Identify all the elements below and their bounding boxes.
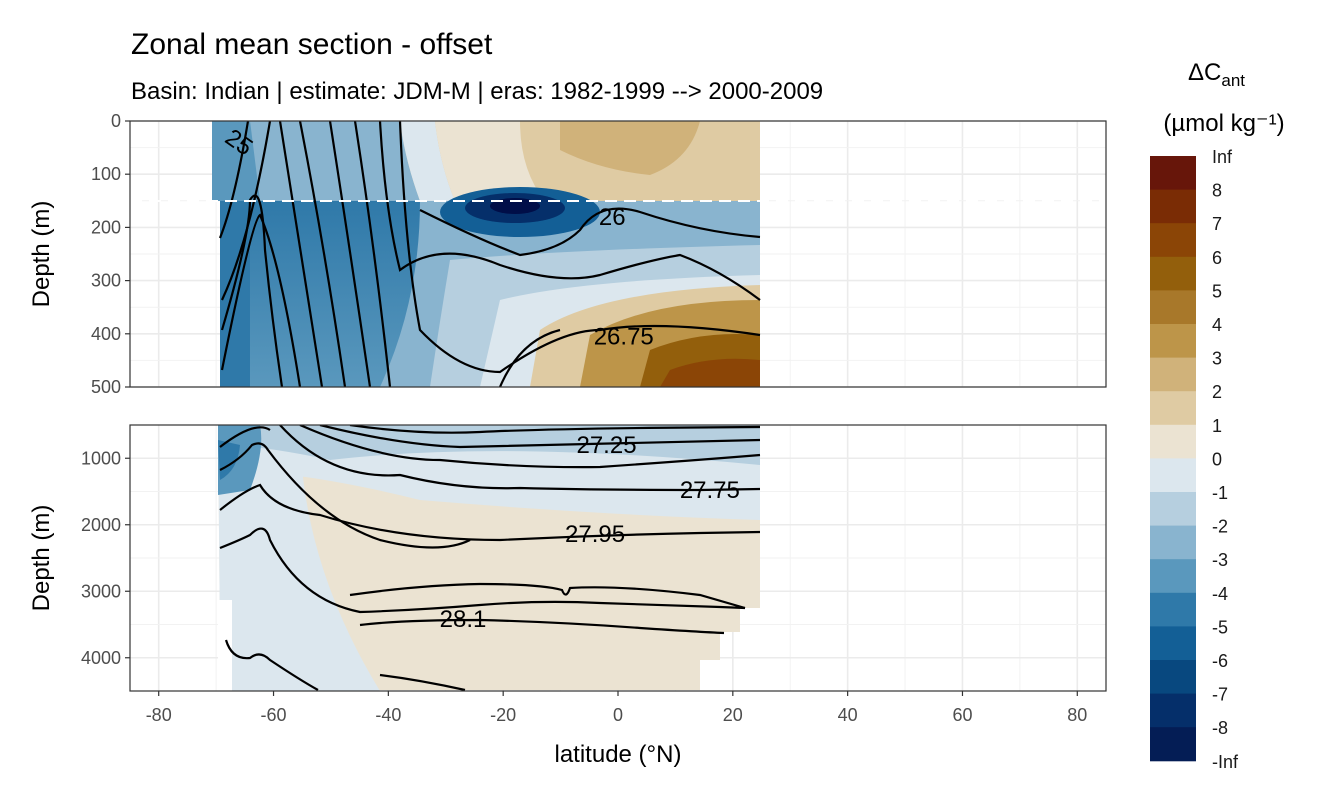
y-tick-label: 500 bbox=[91, 377, 121, 397]
isopycnal-contours-lower bbox=[219, 425, 761, 691]
legend-swatch bbox=[1150, 256, 1196, 291]
surface-deep-blue-south bbox=[212, 121, 260, 201]
x-tick-label: 0 bbox=[613, 705, 623, 725]
y-tick-label: 400 bbox=[91, 324, 121, 344]
legend-label: 4 bbox=[1212, 315, 1222, 335]
legend-label: 0 bbox=[1212, 449, 1222, 469]
legend-swatch bbox=[1150, 492, 1196, 527]
legend-swatch bbox=[1150, 592, 1196, 627]
legend-swatch bbox=[1150, 727, 1196, 762]
y-tick-label: 2000 bbox=[81, 515, 121, 535]
x-tick-label: -60 bbox=[261, 705, 287, 725]
y-tick-label: 100 bbox=[91, 164, 121, 184]
y-tick-label: 300 bbox=[91, 271, 121, 291]
legend-label: 1 bbox=[1212, 416, 1222, 436]
upper-y-ticks: 0 100 200 300 400 500 bbox=[91, 111, 130, 397]
x-tick-label: 60 bbox=[952, 705, 972, 725]
legend-swatch bbox=[1150, 357, 1196, 392]
legend-label: Inf bbox=[1212, 147, 1233, 167]
y-tick-label: 0 bbox=[111, 111, 121, 131]
legend-swatch bbox=[1150, 626, 1196, 661]
legend-label: -7 bbox=[1212, 685, 1228, 705]
legend-title-sub: ant bbox=[1221, 71, 1245, 90]
isopycnal-contours-upper bbox=[218, 121, 761, 387]
upper-panel: 0 100 200 300 400 500 bbox=[91, 111, 1107, 397]
lower-pale-blue-west bbox=[218, 425, 380, 691]
x-axis-ticks: -80 -60 -40 -20 0 20 40 60 80 bbox=[146, 691, 1087, 725]
legend-swatch bbox=[1150, 156, 1196, 191]
isopycnal-label: 27.25 bbox=[576, 432, 636, 459]
lower-white-strip bbox=[218, 600, 232, 691]
surface-darker-blob bbox=[560, 121, 700, 175]
legend-label: -6 bbox=[1212, 651, 1228, 671]
legend-label: 7 bbox=[1212, 214, 1222, 234]
legend-swatch bbox=[1150, 324, 1196, 359]
legend-swatch bbox=[1150, 458, 1196, 493]
legend-label: 6 bbox=[1212, 248, 1222, 268]
y-tick-label: 3000 bbox=[81, 581, 121, 601]
isopycnal-label: 27.75 bbox=[680, 477, 740, 504]
chart-title: Zonal mean section - offset bbox=[131, 28, 493, 61]
legend-swatch bbox=[1150, 424, 1196, 459]
y-axis-title-lower: Depth (m) bbox=[28, 505, 55, 612]
surface-mid-band bbox=[435, 121, 545, 201]
legend-label: 3 bbox=[1212, 349, 1222, 369]
legend-swatch bbox=[1150, 525, 1196, 560]
legend-label: -8 bbox=[1212, 718, 1228, 738]
legend-swatch bbox=[1150, 559, 1196, 594]
x-tick-label: -80 bbox=[146, 705, 172, 725]
legend-label: -1 bbox=[1212, 483, 1228, 503]
legend-title: ΔCant bbox=[1188, 59, 1245, 90]
legend-label: 2 bbox=[1212, 382, 1222, 402]
chart-subtitle: Basin: Indian | estimate: JDM-M | eras: … bbox=[131, 78, 823, 105]
isopycnal-label: 26 bbox=[599, 204, 626, 231]
legend-label: -4 bbox=[1212, 584, 1228, 604]
x-tick-label: 80 bbox=[1067, 705, 1087, 725]
y-tick-label: 1000 bbox=[81, 448, 121, 468]
x-tick-label: 20 bbox=[723, 705, 743, 725]
legend-units: (µmol kg⁻¹) bbox=[1163, 110, 1284, 137]
y-tick-label: 4000 bbox=[81, 648, 121, 668]
surface-blue-south bbox=[212, 121, 420, 201]
legend-swatch bbox=[1150, 290, 1196, 325]
legend-label: 8 bbox=[1212, 181, 1222, 201]
x-tick-label: -40 bbox=[375, 705, 401, 725]
upper-panel-fill bbox=[130, 121, 1106, 387]
lower-light-blue-top bbox=[218, 425, 760, 465]
legend-swatch bbox=[1150, 391, 1196, 426]
lower-dark-blue-west bbox=[218, 440, 240, 480]
upper-panel-border bbox=[129, 120, 1107, 388]
legend-title-main: ΔC bbox=[1188, 59, 1221, 86]
isopycnal-label: 27.95 bbox=[565, 521, 625, 548]
isopycnal-label: 28.1 bbox=[440, 606, 487, 633]
legend-label: -2 bbox=[1212, 517, 1228, 537]
x-tick-label: 40 bbox=[838, 705, 858, 725]
x-axis-title: latitude (°N) bbox=[555, 741, 682, 768]
legend-swatch bbox=[1150, 223, 1196, 258]
y-tick-label: 200 bbox=[91, 217, 121, 237]
lower-panel: 1000 2000 3000 4000 bbox=[81, 424, 1107, 692]
legend-colorbar: Inf 8 7 6 5 4 3 2 1 0 -1 -2 -3 -4 -5 -6 -7 -8 -Inf bbox=[1150, 147, 1239, 772]
legend-label: 5 bbox=[1212, 281, 1222, 301]
legend-swatch bbox=[1150, 189, 1196, 224]
surface-light-band bbox=[400, 121, 455, 201]
legend-label: -3 bbox=[1212, 550, 1228, 570]
lower-panel-fill bbox=[218, 425, 761, 691]
legend: ΔCant (µmol kg⁻¹) Inf 8 7 6 5 4 3 2 1 0 -1 -2 -3 -4 -5… bbox=[1150, 59, 1285, 772]
lower-y-ticks: 1000 2000 3000 4000 bbox=[81, 448, 130, 668]
subsurface-deepest-region bbox=[660, 358, 760, 387]
legend-label: -5 bbox=[1212, 617, 1228, 637]
legend-swatch bbox=[1150, 693, 1196, 728]
isopycnal-label: 26.75 bbox=[594, 323, 654, 350]
legend-swatch bbox=[1150, 660, 1196, 695]
legend-label: -Inf bbox=[1212, 752, 1239, 772]
x-tick-label: -20 bbox=[490, 705, 516, 725]
y-axis-title-upper: Depth (m) bbox=[28, 201, 55, 308]
